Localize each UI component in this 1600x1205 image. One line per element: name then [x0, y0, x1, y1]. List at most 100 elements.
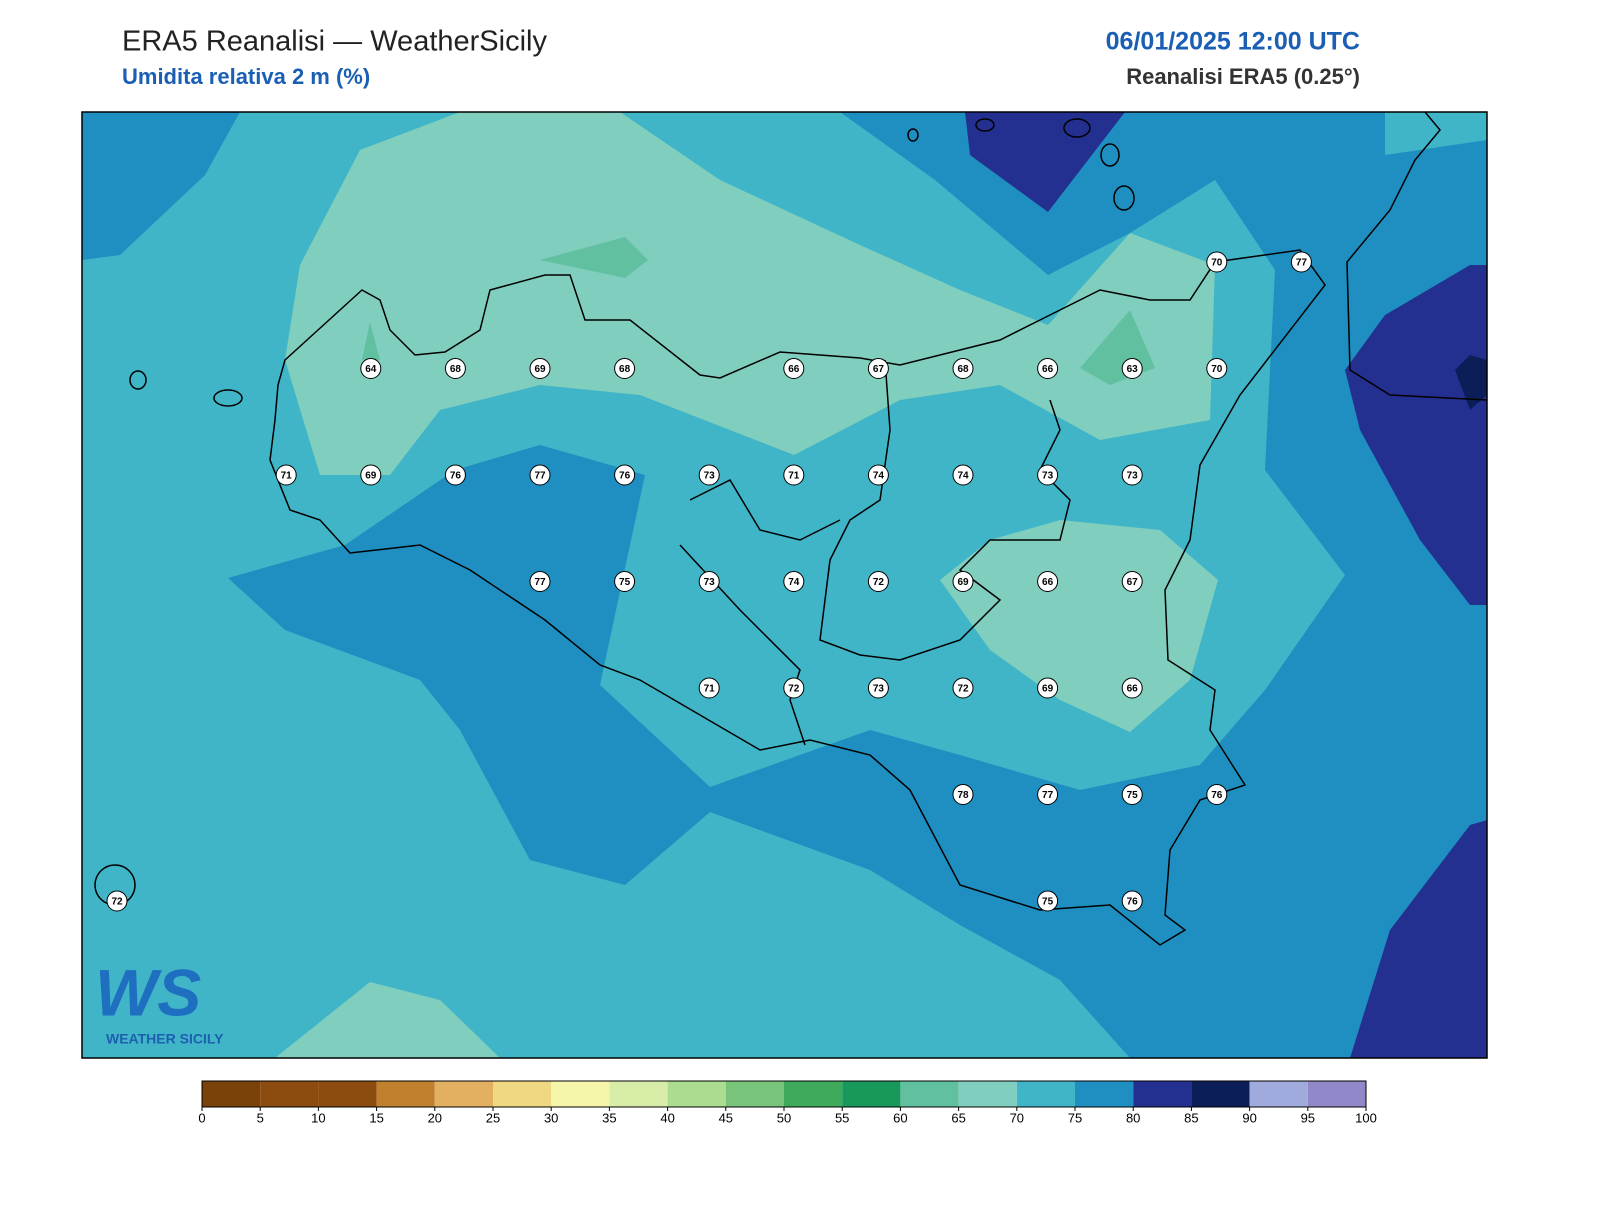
colorbar-segment [260, 1081, 319, 1107]
station-marker [529, 358, 551, 379]
station-value: 74 [873, 471, 885, 482]
station-marker [698, 464, 720, 486]
island [1100, 143, 1120, 167]
station-value: 67 [873, 364, 885, 375]
colorbar-segment [318, 1081, 377, 1107]
station-value: 75 [1127, 790, 1139, 801]
field-65-70 [940, 520, 1218, 732]
station-value: 69 [1042, 684, 1054, 695]
station-marker [783, 677, 805, 699]
station-marker [529, 464, 551, 486]
station-marker [952, 358, 974, 379]
colorbar-segment [376, 1081, 435, 1107]
station-marker [614, 571, 636, 592]
station-value: 76 [450, 471, 462, 482]
station-marker [952, 571, 974, 592]
colorbar-segment [1249, 1081, 1308, 1107]
station-marker [444, 464, 466, 486]
station-value: 71 [704, 684, 716, 695]
colorbar-tick-label: 95 [1301, 1110, 1315, 1125]
station-value: 74 [788, 577, 800, 588]
colorbar-tick-label: 45 [719, 1110, 733, 1125]
field-75-80 [82, 112, 240, 260]
colorbar-segment [667, 1081, 726, 1107]
colorbar-tick-label: 100 [1355, 1110, 1377, 1125]
station-marker [1121, 890, 1143, 912]
station-marker [614, 358, 636, 379]
map: WS WEATHER SICILY 70 77 64 68 69 68 66 67 68 66 63… [82, 112, 1487, 1058]
colorbar-tick-label: 65 [951, 1110, 965, 1125]
station-marker [1121, 677, 1143, 699]
station-marker [1290, 251, 1312, 273]
colorbar-tick-label: 35 [602, 1110, 616, 1125]
station-marker [698, 677, 720, 699]
station-marker [952, 464, 974, 486]
station-value: 69 [365, 471, 377, 482]
datetime: 06/01/2025 12:00 UTC [1106, 28, 1360, 56]
map-frame [81, 111, 1488, 1059]
colorbar-segment [1191, 1081, 1250, 1107]
station-value: 77 [534, 471, 546, 482]
station-value: 78 [957, 790, 969, 801]
station-marker [360, 464, 382, 486]
island [907, 128, 919, 142]
colorbar-tick-label: 70 [1010, 1110, 1024, 1125]
station-marker [1037, 571, 1059, 592]
colorbar-tick-label: 90 [1242, 1110, 1256, 1125]
island [1063, 118, 1091, 138]
source: Reanalisi ERA5 (0.25°) [1126, 64, 1360, 89]
station-marker [1206, 251, 1228, 273]
station-value: 77 [534, 577, 546, 588]
colorbar-segment [1016, 1081, 1075, 1107]
station-value: 69 [534, 364, 546, 375]
colorbar-tick-label: 25 [486, 1110, 500, 1125]
station-marker [783, 571, 805, 592]
colorbar-tick-label: 40 [660, 1110, 674, 1125]
island [213, 389, 243, 407]
station-marker [698, 571, 720, 592]
station-marker [1037, 464, 1059, 486]
station-value: 64 [365, 364, 377, 375]
colorbar-tick-label: 0 [198, 1110, 205, 1125]
calabria-coast [1346, 112, 1487, 401]
island [1113, 185, 1135, 211]
station-value: 75 [1042, 897, 1054, 908]
field-85-90 [1455, 355, 1487, 410]
colorbar-segment [1133, 1081, 1192, 1107]
colorbar-segment [609, 1081, 668, 1107]
colorbar-tick-label: 75 [1068, 1110, 1082, 1125]
station-value: 68 [957, 364, 969, 375]
field-80-85 [1345, 265, 1487, 605]
sicily-coast [269, 249, 1326, 946]
station-value: 66 [1042, 364, 1054, 375]
station-marker [867, 464, 889, 486]
station-value: 63 [1127, 364, 1139, 375]
station-marker [444, 358, 466, 379]
station-value: 71 [788, 471, 800, 482]
station-value: 76 [1211, 790, 1223, 801]
station-marker [1037, 358, 1059, 379]
colorbar-tick-label: 50 [777, 1110, 791, 1125]
colorbar-tick-label: 85 [1184, 1110, 1198, 1125]
field-80-85 [1350, 820, 1487, 1058]
colorbar-segment [900, 1081, 959, 1107]
station-value: 73 [1127, 471, 1139, 482]
colorbar-tick-label: 55 [835, 1110, 849, 1125]
title: ERA5 Reanalisi — WeatherSicily [122, 26, 547, 58]
station-marker [867, 571, 889, 592]
station-value: 72 [788, 684, 800, 695]
colorbar-tick-label: 20 [428, 1110, 442, 1125]
station-value: 74 [957, 471, 969, 482]
station-value: 76 [1127, 897, 1139, 908]
colorbar-segment [551, 1081, 610, 1107]
station-marker [360, 358, 382, 379]
station-marker [1121, 464, 1143, 486]
station-value: 66 [1127, 684, 1139, 695]
station-marker [106, 890, 128, 912]
station-marker [783, 464, 805, 486]
station-value: 77 [1042, 790, 1054, 801]
station-marker [1037, 784, 1059, 805]
logo-name: WEATHER SICILY [106, 1031, 224, 1047]
